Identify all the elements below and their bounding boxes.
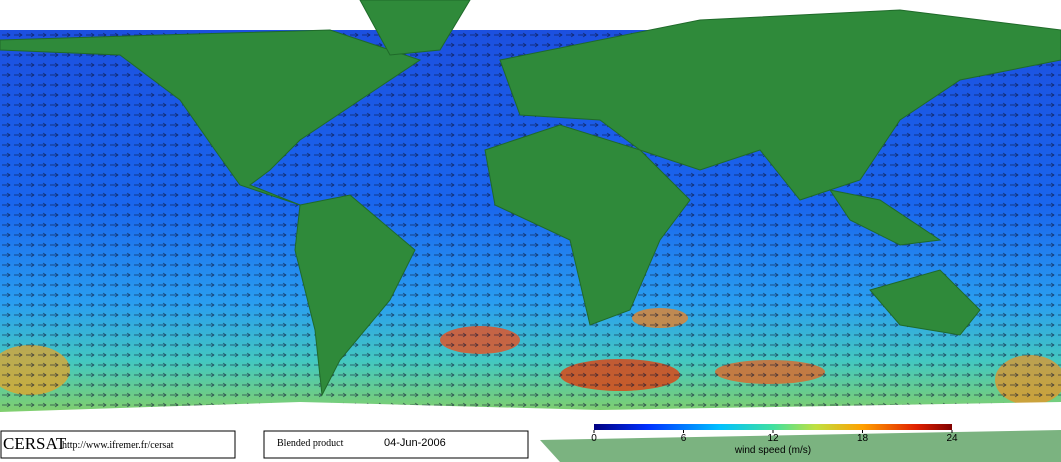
australia xyxy=(869,269,981,336)
product: Blended product xyxy=(277,438,344,449)
colorbar-tick-label: 12 xyxy=(767,433,779,444)
url: http://www.ifremer.fr/cersat xyxy=(62,440,174,451)
colorbar-tick-label: 18 xyxy=(857,433,869,444)
product-box: Blended product 04-Jun-2006 xyxy=(263,430,529,459)
land xyxy=(0,0,1061,397)
indonesia xyxy=(828,189,942,246)
colorbar-label: wind speed (m/s) xyxy=(734,445,811,456)
colorbar-scale xyxy=(594,424,952,430)
colorbar: wind speed (m/s) 0 6 12 18 24 xyxy=(591,424,958,456)
antarctic-terrain xyxy=(540,430,1061,462)
box xyxy=(0,430,236,459)
info-box: CERSAT http://www.ifremer.fr/cersat xyxy=(0,430,236,459)
colorbar-tick-label: 0 xyxy=(591,433,597,444)
box xyxy=(263,430,529,459)
date: 04-Jun-2006 xyxy=(384,437,446,449)
logo: CERSAT xyxy=(3,434,67,453)
greenland xyxy=(359,0,471,56)
colorbar-tick-label: 6 xyxy=(681,433,687,444)
colorbar-tick-label: 24 xyxy=(946,433,958,444)
south-america xyxy=(294,194,416,397)
north-america xyxy=(0,29,422,206)
africa xyxy=(484,124,691,326)
eurasia xyxy=(499,9,1061,201)
